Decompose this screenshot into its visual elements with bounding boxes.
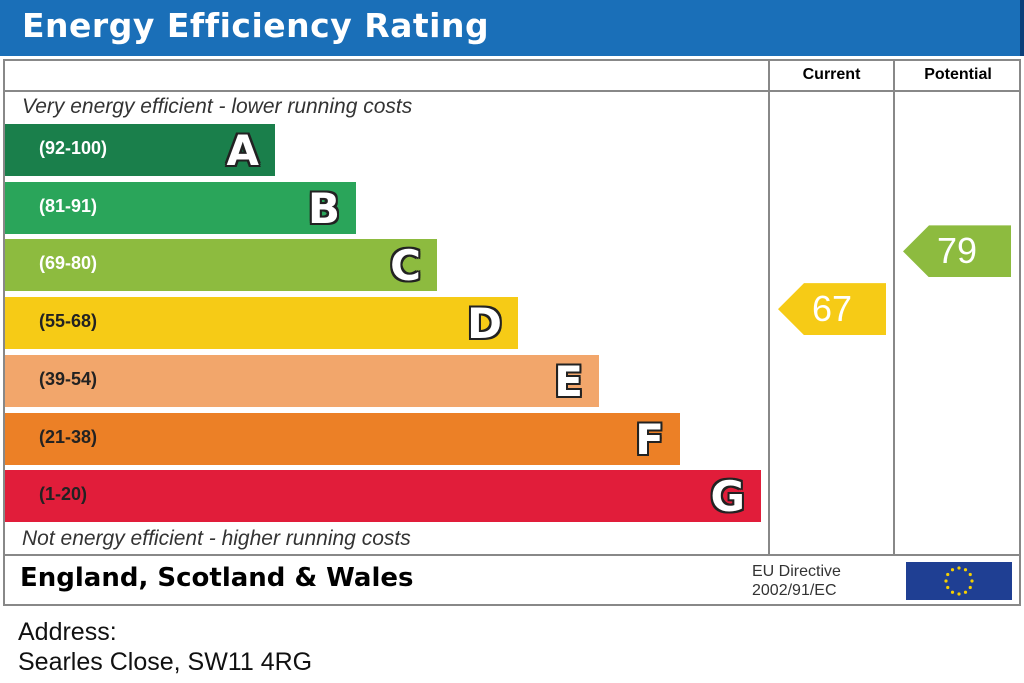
- eu-star-icon: [950, 590, 955, 594]
- eu-flag-icon: [906, 562, 1012, 600]
- band-b: (81-91) B: [5, 181, 356, 234]
- band-letter-label: A: [226, 126, 259, 175]
- band-range-label: (55-68): [39, 311, 98, 332]
- arrow-current: 67: [778, 283, 886, 336]
- address-label: Address:: [18, 618, 117, 646]
- divider-current-right: [893, 59, 895, 556]
- eu-star-icon: [957, 592, 961, 596]
- band-range-label: (92-100): [39, 138, 108, 158]
- footer-divider: [3, 554, 1021, 556]
- arrow-current-value: 67: [812, 288, 853, 330]
- band-range-label: (69-80): [39, 253, 98, 274]
- eu-star-icon: [963, 568, 968, 572]
- divider-current-left: [768, 59, 770, 556]
- band-range-label: (39-54): [39, 368, 98, 389]
- band-e: (39-54) E: [5, 354, 599, 407]
- arrow-potential-value: 79: [937, 230, 978, 272]
- eu-star-icon: [970, 579, 974, 583]
- eu-star-icon: [963, 590, 968, 594]
- arrow-potential: 79: [903, 225, 1011, 278]
- band-letter-label: F: [635, 414, 664, 464]
- band-g: (1-20) G: [5, 470, 761, 523]
- footer-region: England, Scotland & Wales: [20, 563, 414, 593]
- column-header-potential: Potential: [924, 66, 992, 83]
- eu-star-icon: [950, 568, 955, 572]
- band-letter-label: D: [467, 299, 502, 349]
- header-divider: [3, 90, 1021, 92]
- note-bottom: Not energy efficient - higher running co…: [22, 527, 411, 550]
- band-range-label: (81-91): [39, 195, 98, 216]
- band-range-label: (1-20): [39, 484, 88, 505]
- title-bar: Energy Efficiency Rating: [0, 0, 1024, 56]
- band-range-label: (21-38): [39, 426, 98, 447]
- column-header-current: Current: [802, 66, 861, 83]
- address-value: Searles Close, SW11 4RG: [18, 648, 313, 676]
- note-top: Very energy efficient - lower running co…: [22, 95, 413, 118]
- eu-star-icon: [946, 572, 950, 577]
- band-d: (55-68) D: [5, 297, 518, 350]
- eu-star-icon: [944, 579, 948, 583]
- band-f: (21-38) F: [5, 412, 680, 465]
- eu-directive-line2: 2002/91/EC: [752, 582, 837, 599]
- chart-title: Energy Efficiency Rating: [22, 6, 490, 45]
- band-a: (92-100) A: [5, 124, 275, 176]
- eu-star-icon: [946, 585, 950, 590]
- eu-star-icon: [968, 585, 972, 590]
- eu-directive-line1: EU Directive: [752, 563, 841, 580]
- eu-star-icon: [968, 572, 972, 577]
- band-c: (69-80) C: [5, 239, 437, 292]
- eu-directive: EU Directive 2002/91/EC: [752, 562, 841, 600]
- band-letter-label: E: [554, 356, 583, 406]
- band-letter-label: C: [390, 241, 421, 291]
- eu-star-icon: [957, 566, 961, 570]
- band-letter-label: G: [710, 472, 745, 522]
- band-letter-label: B: [307, 183, 340, 233]
